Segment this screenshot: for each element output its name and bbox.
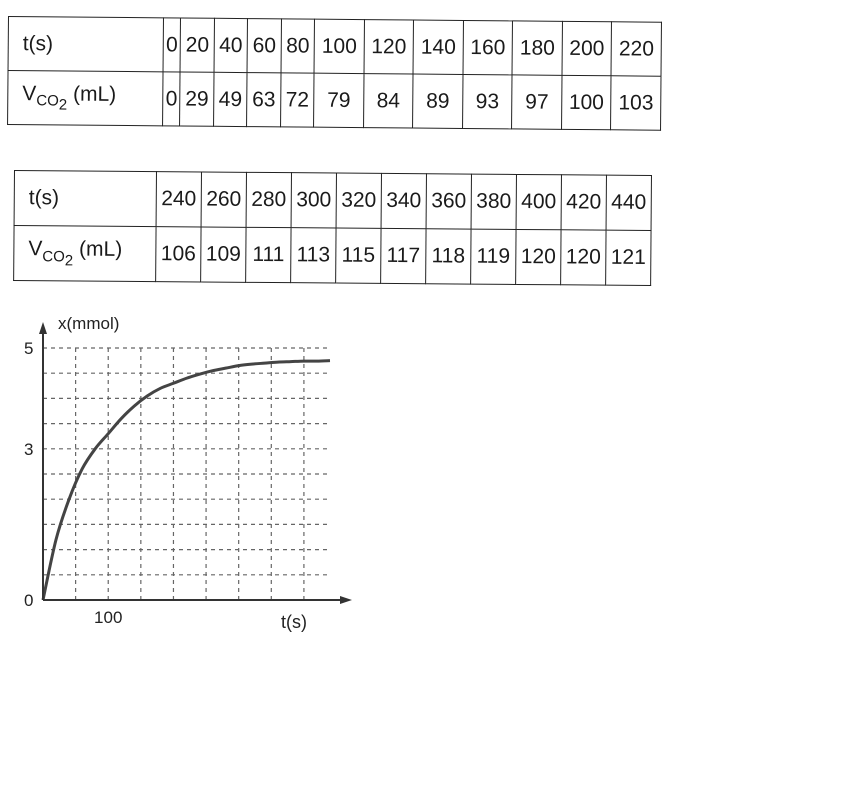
y-tick-label: 5 [24, 339, 33, 358]
time-cell-2: 280 [246, 172, 292, 228]
volume-cell-1: 29 [179, 72, 214, 127]
time-cell-4: 320 [336, 173, 382, 229]
time-cell-1: 260 [201, 171, 247, 228]
time-cell-8: 160 [462, 20, 513, 75]
volume-cell-4: 72 [280, 72, 315, 128]
x-tick-label: 100 [94, 608, 122, 627]
y-axis-label: x(mmol) [58, 314, 119, 333]
time-cell-10: 200 [561, 21, 612, 76]
data-table-1: t(s) 0 20 40 60 80 100 120 140 160 180 200 220 VCO2… [7, 16, 662, 131]
table-row-time: t(s) 0 20 40 60 80 100 120 140 160 180 200 220 [8, 16, 662, 77]
volume-cell-10: 100 [561, 75, 612, 130]
volume-cell-8: 93 [462, 74, 513, 129]
volume-cell-6: 118 [425, 228, 472, 285]
volume-cell-8: 120 [515, 229, 562, 285]
time-cell-5: 100 [314, 19, 365, 74]
time-cell-11: 220 [611, 21, 662, 77]
time-cell-2: 40 [213, 18, 248, 73]
time-cell-6: 360 [426, 173, 472, 230]
table-row-time: t(s) 240 260 280 300 320 340 360 380 400 420 440 [14, 170, 652, 231]
time-cell-8: 400 [516, 174, 562, 230]
volume-cell-2: 49 [213, 72, 248, 127]
time-cell-9: 180 [512, 20, 563, 76]
table-row-volume: VCO2 (mL) 106 109 111 113 115 117 118 119 120 120… [13, 225, 652, 286]
volume-cell-0: 0 [162, 71, 181, 127]
row-label-volume: VCO2 (mL) [7, 70, 164, 126]
volume-cell-11: 103 [610, 75, 661, 131]
row-label-time: t(s) [14, 170, 157, 227]
time-cell-7: 380 [471, 174, 517, 230]
volume-cell-9: 97 [511, 74, 562, 130]
volume-cell-0: 106 [155, 226, 202, 282]
volume-cell-5: 117 [380, 228, 427, 284]
volume-cell-9: 120 [560, 229, 607, 286]
x-axis-arrow-icon [340, 596, 352, 604]
volume-cell-1: 109 [200, 226, 247, 283]
data-table-2: t(s) 240 260 280 300 320 340 360 380 400 420 440 V… [13, 170, 652, 286]
time-cell-0: 240 [156, 171, 202, 227]
time-cell-5: 340 [381, 173, 427, 229]
volume-cell-7: 89 [412, 74, 463, 129]
volume-cell-2: 111 [245, 227, 292, 283]
series-curve [41, 359, 331, 601]
time-cell-9: 420 [561, 174, 607, 231]
volume-cell-3: 63 [246, 72, 281, 127]
table-row-volume: VCO2 (mL) 0 29 49 63 72 79 84 89 93 97 100 103 [7, 70, 661, 131]
time-cell-3: 300 [291, 172, 337, 229]
y-tick-label: 0 [24, 591, 33, 610]
volume-cell-7: 119 [470, 229, 517, 285]
y-tick-label: 3 [24, 440, 33, 459]
volume-cell-4: 115 [335, 228, 382, 284]
y-axis-arrow-icon [39, 322, 47, 334]
time-cell-0: 0 [163, 17, 181, 73]
chart-grid [43, 347, 330, 600]
time-cell-1: 20 [180, 18, 215, 73]
volume-cell-6: 84 [363, 73, 414, 129]
volume-cell-5: 79 [313, 73, 364, 128]
row-label-time: t(s) [8, 16, 164, 72]
chart-axes [39, 322, 352, 604]
time-cell-10: 440 [606, 175, 652, 231]
time-cell-4: 80 [280, 18, 315, 74]
volume-cell-10: 121 [605, 230, 652, 286]
x-axis-label: t(s) [281, 612, 307, 632]
volume-cell-3: 113 [290, 227, 337, 284]
time-cell-6: 120 [363, 19, 414, 75]
progress-chart: 0 3 5 100 x(mmol) t(s) [24, 314, 352, 632]
time-cell-7: 140 [413, 20, 464, 75]
time-cell-3: 60 [247, 18, 282, 73]
chart-tick-labels: 0 3 5 100 [24, 339, 122, 627]
row-label-volume: VCO2 (mL) [13, 225, 157, 282]
